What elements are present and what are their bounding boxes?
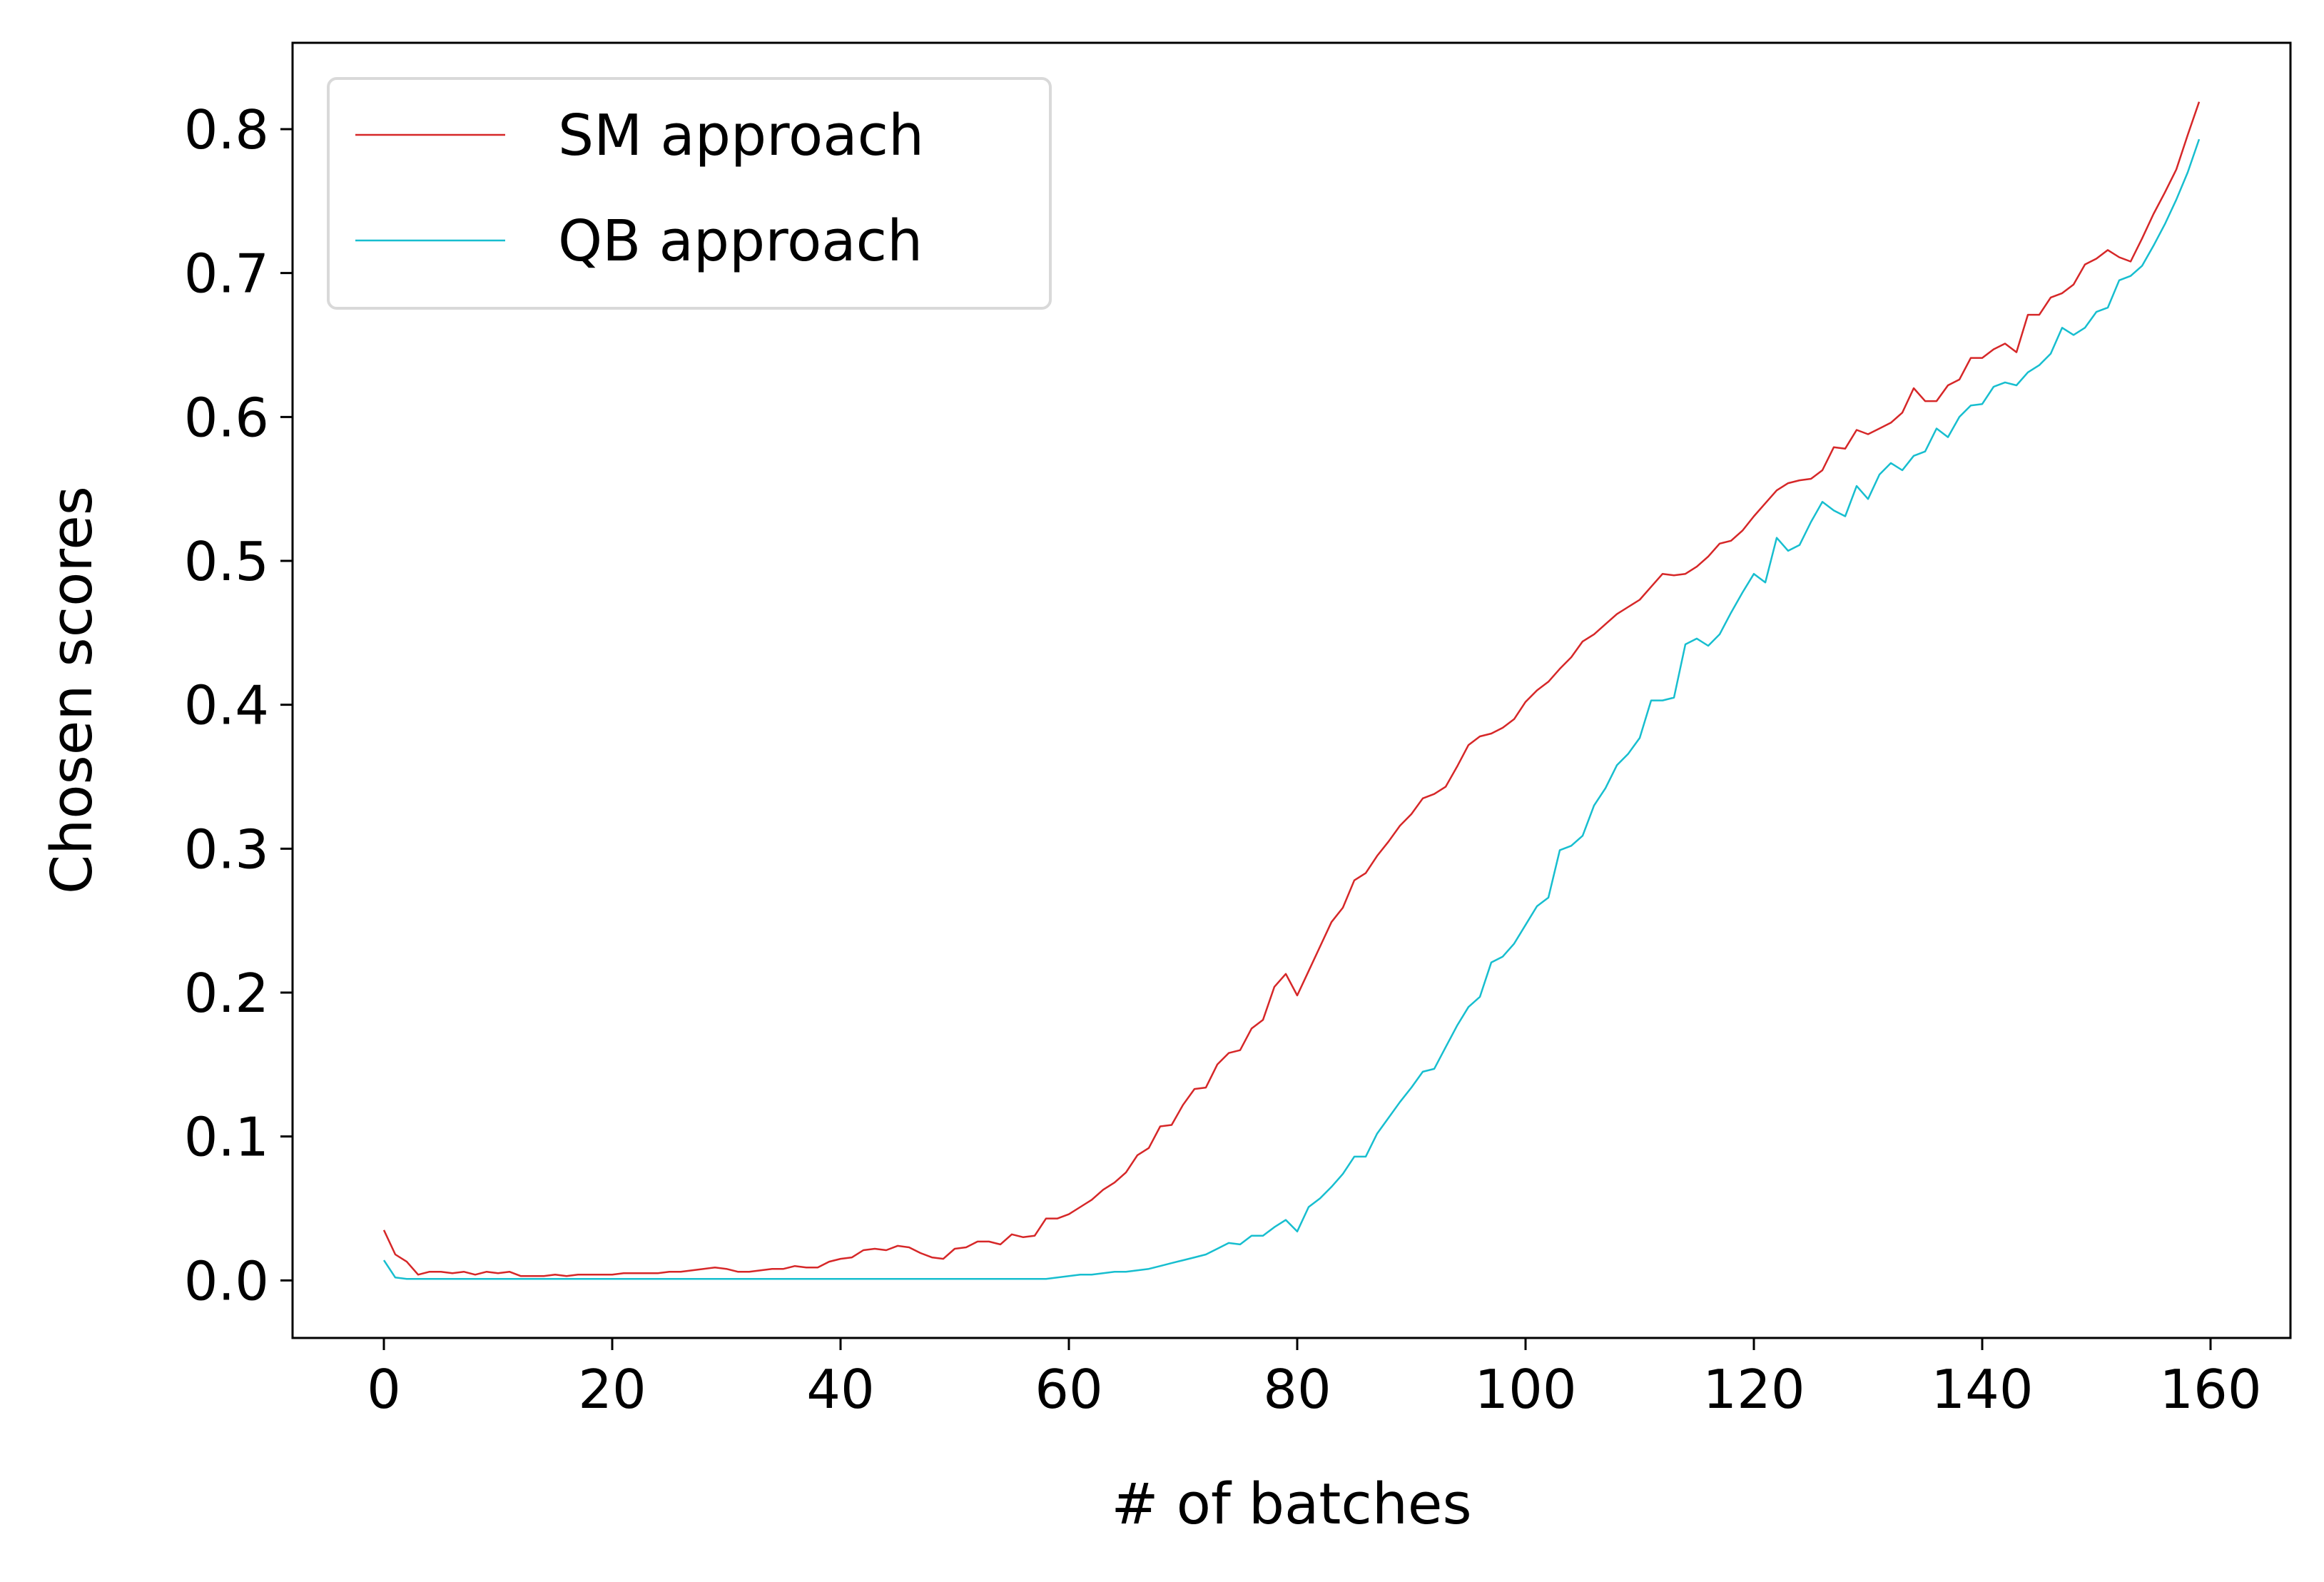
x-tick-label: 100 xyxy=(1474,1358,1576,1421)
series-layer xyxy=(382,101,2201,1280)
y-tick-label: 0.1 xyxy=(184,1106,269,1169)
legend: SM approach QB approach xyxy=(327,77,1052,310)
y-tick-label: 0.6 xyxy=(184,386,269,449)
y-tick-label: 0.4 xyxy=(184,674,269,737)
x-axis-ticks: 0 20 40 60 80 100 120 140 160 xyxy=(367,1338,2262,1421)
y-tick-label: 0.8 xyxy=(184,98,269,161)
y-axis-label: Chosen scores xyxy=(39,486,105,894)
legend-label-sm-approach: SM approach xyxy=(558,103,924,168)
y-tick-label: 0.7 xyxy=(184,243,269,305)
x-tick-label: 140 xyxy=(1931,1358,2033,1421)
y-tick-label: 0.5 xyxy=(184,530,269,593)
x-axis-label: # of batches xyxy=(1111,1471,1471,1537)
x-tick-label: 60 xyxy=(1035,1358,1102,1421)
series-line-sm-approach xyxy=(382,101,2201,1277)
legend-box xyxy=(327,77,1052,310)
x-tick-label: 160 xyxy=(2159,1358,2261,1421)
legend-label-qb-approach: QB approach xyxy=(558,208,923,274)
x-tick-label: 80 xyxy=(1263,1358,1331,1421)
series-line-qb-approach xyxy=(382,138,2201,1280)
x-tick-label: 20 xyxy=(578,1358,646,1421)
y-axis-ticks: 0.0 0.1 0.2 0.3 0.4 0.5 0.6 0.7 0.8 xyxy=(184,98,293,1312)
x-tick-label: 40 xyxy=(806,1358,874,1421)
y-tick-label: 0.0 xyxy=(184,1249,269,1312)
x-tick-label: 0 xyxy=(367,1358,401,1421)
y-tick-label: 0.3 xyxy=(184,818,269,881)
x-tick-label: 120 xyxy=(1703,1358,1805,1421)
y-tick-label: 0.2 xyxy=(184,962,269,1025)
plot-area-frame xyxy=(291,41,2292,1339)
